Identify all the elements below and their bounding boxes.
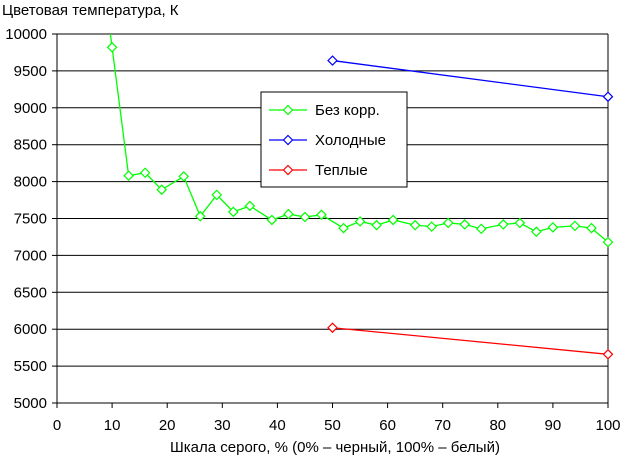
x-tick-labels: 0 10 20 30 40 50 60 70 80 90 100: [53, 403, 620, 434]
x-tick-label: 40: [269, 417, 286, 434]
data-point: [178, 171, 190, 182]
series-1: [106, 33, 614, 248]
data-point: [409, 219, 421, 231]
legend: Без корр. Холодные Теплые: [260, 91, 408, 188]
x-axis-title: Шкала серого, % (0% – черный, 100% – бел…: [170, 439, 500, 456]
x-tick-label: 60: [379, 417, 396, 434]
legend-marker: [282, 134, 294, 146]
legend-label: Теплые: [315, 162, 368, 179]
data-point: [586, 222, 597, 234]
data-point: [123, 170, 134, 182]
data-point: [338, 222, 349, 234]
x-tick-label: 30: [214, 417, 231, 434]
x-tick-label: 50: [324, 417, 341, 434]
series-group: [106, 33, 614, 360]
data-point: [426, 221, 438, 232]
y-tick-label: 9000: [14, 100, 47, 117]
data-point: [531, 226, 542, 238]
y-axis-title: Цветовая температура, К: [2, 2, 179, 19]
data-point: [327, 322, 338, 334]
data-point: [569, 220, 581, 232]
data-point: [227, 206, 239, 218]
y-tick-label: 9500: [14, 63, 47, 80]
x-tick-label: 70: [434, 417, 451, 434]
data-point: [602, 348, 614, 360]
y-tick-label: 7000: [14, 247, 47, 264]
data-point: [547, 222, 559, 233]
y-tick-label: 6500: [14, 284, 47, 301]
y-tick-label: 5500: [14, 358, 47, 375]
y-tick-label: 6000: [14, 321, 47, 338]
data-point: [602, 91, 614, 103]
y-tick-label: 8000: [14, 174, 47, 191]
data-point: [106, 41, 118, 53]
data-point: [299, 211, 311, 223]
series-line: [332, 59, 609, 98]
x-tick-label: 100: [595, 417, 620, 434]
legend-label: Холодные: [315, 132, 386, 149]
data-point: [475, 223, 487, 235]
data-point: [371, 219, 382, 231]
data-point: [316, 209, 327, 221]
x-tick-label: 80: [489, 417, 506, 434]
data-point: [442, 217, 454, 229]
y-tick-label: 10000: [5, 26, 47, 43]
gridlines: [52, 33, 609, 404]
y-tick-labels: 5000 5500 6000 6500 7000 7500 8000 8500 9000 9500…: [5, 26, 47, 412]
data-point: [354, 216, 366, 227]
data-point: [139, 167, 151, 179]
legend-marker: [282, 104, 294, 116]
data-point: [459, 219, 471, 230]
series-3: [327, 322, 614, 360]
data-point: [602, 236, 614, 248]
x-tick-label: 10: [104, 417, 121, 434]
data-point: [194, 210, 206, 222]
data-point: [327, 55, 338, 66]
x-tick-label: 0: [53, 417, 61, 434]
data-point: [211, 189, 223, 201]
y-tick-label: 8500: [14, 137, 47, 154]
data-point: [266, 214, 278, 226]
x-tick-label: 20: [159, 417, 176, 434]
data-point: [244, 200, 256, 212]
data-point: [156, 184, 168, 196]
y-tick-label: 5000: [14, 395, 47, 412]
x-tick-label: 90: [545, 417, 562, 434]
series-2: [327, 55, 614, 103]
data-point: [497, 219, 509, 230]
data-point: [387, 214, 399, 226]
y-tick-label: 7500: [14, 211, 47, 228]
legend-label: Без корр.: [315, 102, 380, 119]
data-point: [514, 217, 526, 229]
legend-marker: [282, 164, 294, 176]
data-point: [283, 208, 294, 220]
series-line: [332, 327, 609, 355]
